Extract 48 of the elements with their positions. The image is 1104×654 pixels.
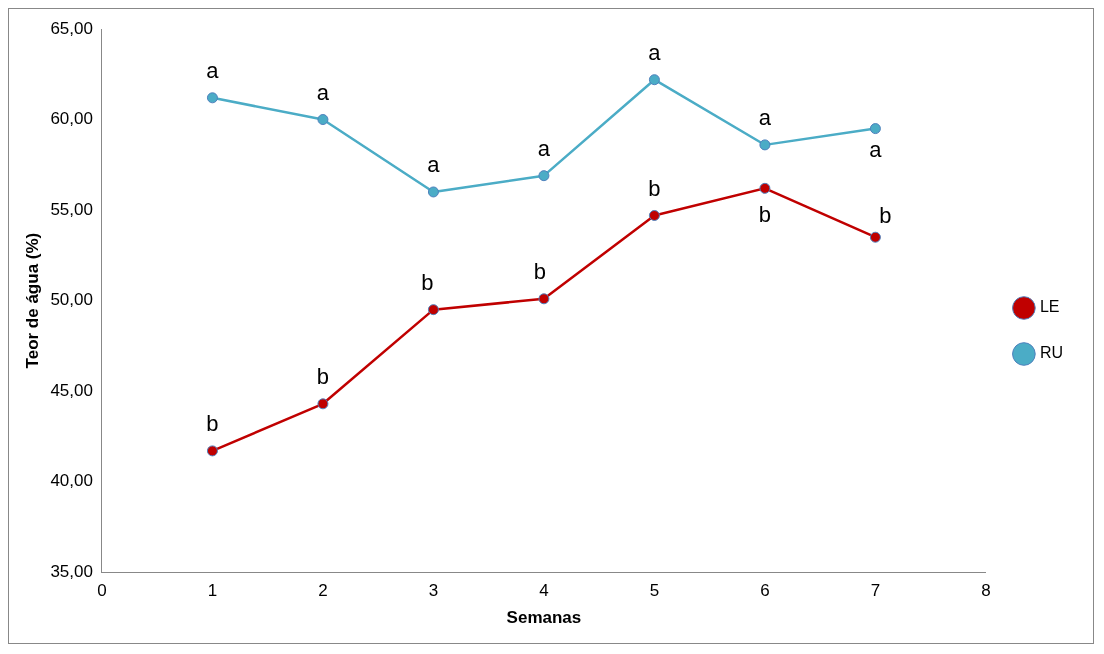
x-tick-label: 8 <box>981 581 991 601</box>
point <box>538 293 550 305</box>
point <box>317 398 329 410</box>
point <box>206 92 218 104</box>
point <box>317 114 329 126</box>
x-tick-label: 4 <box>539 581 549 601</box>
legend-label: LE <box>1039 298 1060 316</box>
annotation: a <box>316 79 330 105</box>
point <box>427 304 439 316</box>
y-tick-label: 60,00 <box>50 109 93 129</box>
annotation: b <box>533 258 547 284</box>
annotation: b <box>206 410 219 436</box>
x-tick-label: 1 <box>207 581 218 601</box>
y-axis-title: Teor de água (%) <box>22 232 42 369</box>
annotation: a <box>206 57 220 83</box>
point <box>869 123 881 135</box>
y-tick-label: 65,00 <box>50 18 93 38</box>
annotation: a <box>758 104 772 130</box>
x-tick-label: 0 <box>97 581 107 601</box>
annotation: a <box>427 152 441 178</box>
y-tick-label: 45,00 <box>50 380 93 400</box>
x-axis-title: Semanas <box>506 608 582 628</box>
x-tick-label: 6 <box>760 581 770 601</box>
x-tick-label: 5 <box>649 581 660 601</box>
point <box>427 186 439 198</box>
annotation: b <box>758 202 772 228</box>
legend-label: RU <box>1039 344 1063 362</box>
x-tick-label: 3 <box>428 581 439 601</box>
annotation: a <box>869 136 883 162</box>
y-tick-label: 50,00 <box>50 290 93 310</box>
annotation: a <box>648 39 662 65</box>
annotation: b <box>648 175 661 201</box>
point <box>648 74 660 86</box>
point <box>538 170 550 182</box>
x-tick-label: 7 <box>870 581 881 601</box>
annotation: a <box>537 135 551 161</box>
point <box>759 182 771 194</box>
point <box>759 139 771 151</box>
y-tick-label: 40,00 <box>50 471 93 491</box>
point <box>206 445 218 457</box>
annotation: b <box>421 269 434 295</box>
x-tick-label: 2 <box>318 581 328 601</box>
point <box>869 231 881 243</box>
y-tick-label: 55,00 <box>50 199 93 219</box>
annotation: b <box>879 203 892 229</box>
y-tick-label: 35,00 <box>50 561 93 581</box>
annotation: b <box>316 363 330 389</box>
point <box>648 210 660 221</box>
